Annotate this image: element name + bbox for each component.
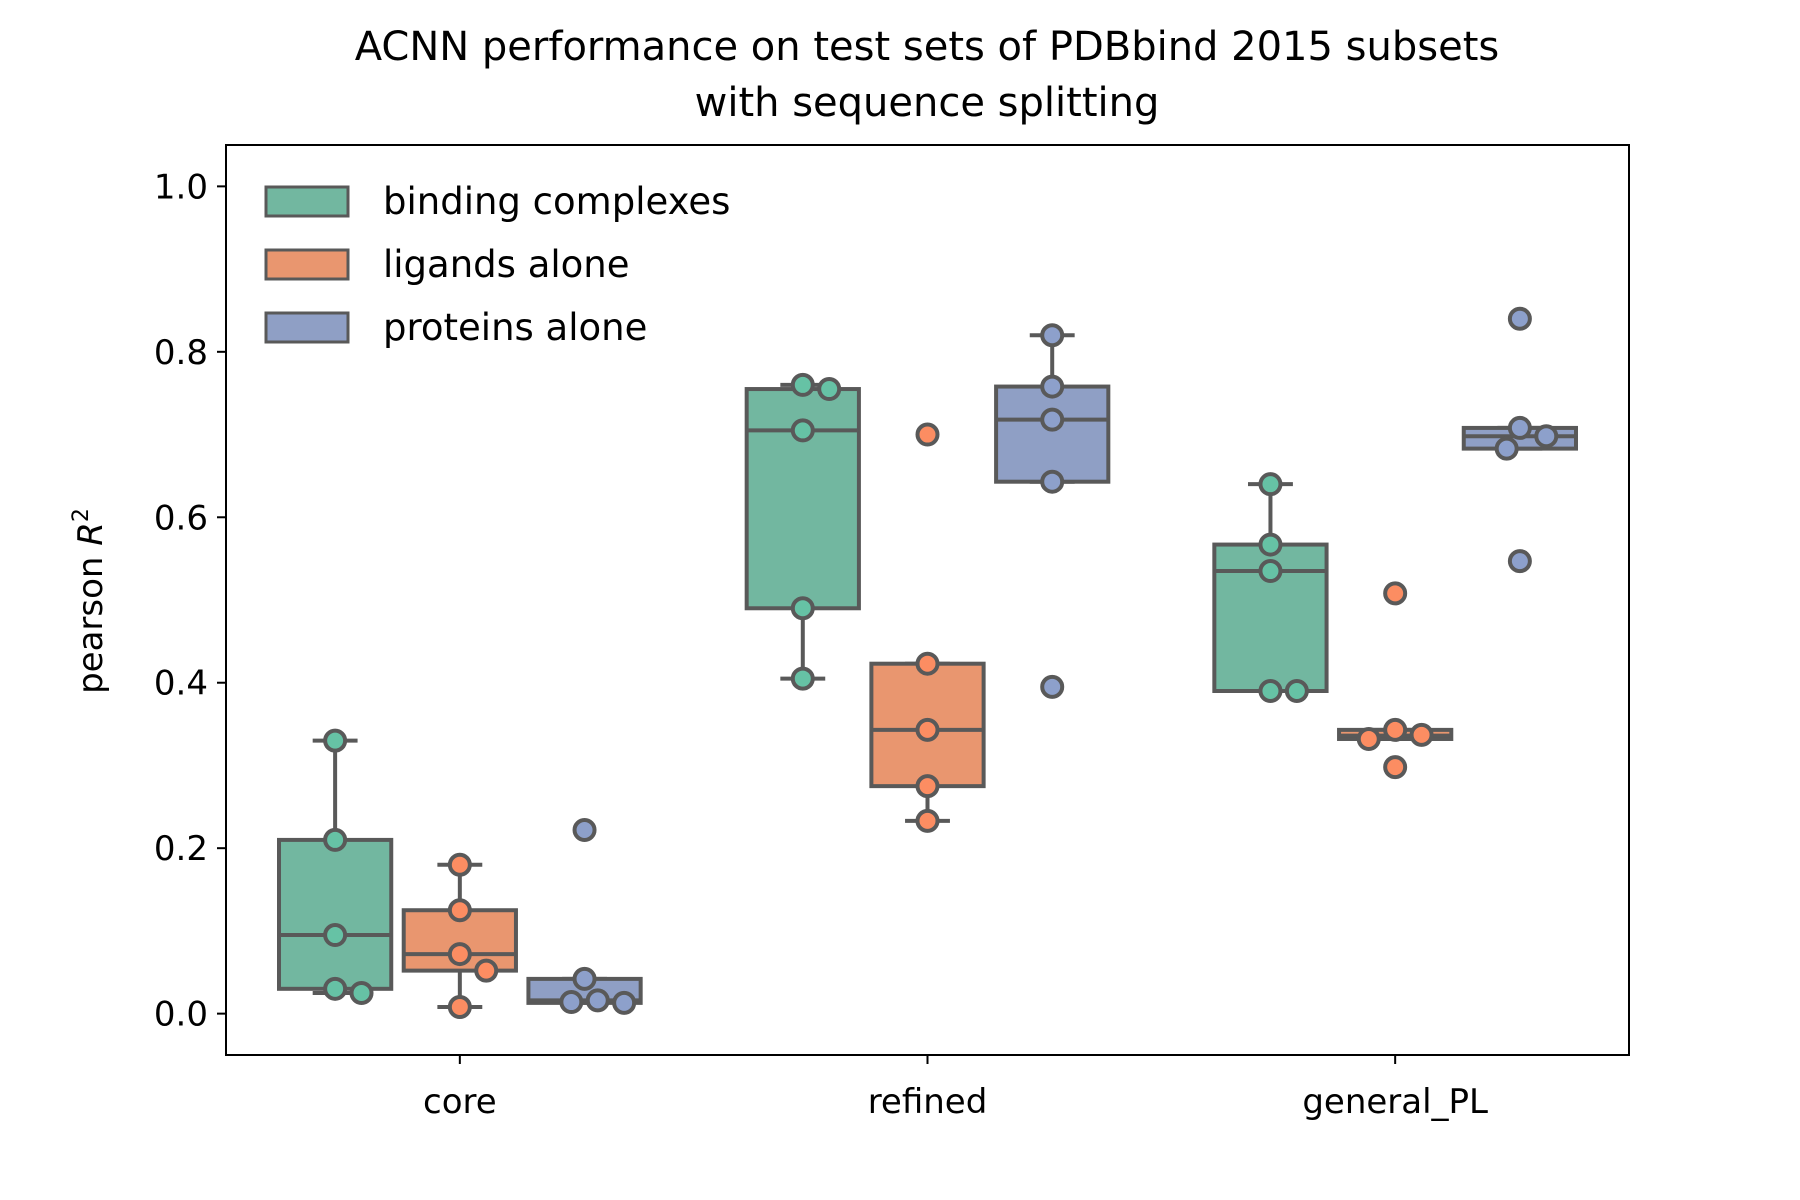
legend-swatch <box>264 185 350 218</box>
box <box>277 837 394 991</box>
data-point <box>559 990 584 1015</box>
data-point <box>1040 674 1065 699</box>
legend: binding complexes ligands alone proteins a… <box>264 180 730 349</box>
data-point <box>1534 424 1559 449</box>
data-point <box>585 988 610 1013</box>
data-point <box>1284 679 1309 703</box>
legend-label: proteins alone <box>383 306 647 349</box>
y-tick-label: 1.0 <box>154 167 208 207</box>
y-tick-label: 0.8 <box>154 333 208 373</box>
box-group <box>277 738 394 995</box>
data-point <box>1507 306 1532 331</box>
data-point <box>915 774 940 799</box>
y-axis-label-superscript: 2 <box>69 508 94 522</box>
data-point <box>1040 374 1065 399</box>
box-group <box>1212 482 1329 694</box>
data-point <box>915 808 940 833</box>
data-point <box>1258 472 1283 497</box>
y-axis-label: pearson R2 <box>69 508 111 694</box>
data-point <box>1507 549 1532 574</box>
data-point <box>915 651 940 676</box>
data-point <box>1040 407 1065 432</box>
box <box>994 384 1111 484</box>
data-point <box>447 942 472 967</box>
legend-swatch <box>264 311 350 344</box>
box-group <box>401 862 518 1010</box>
y-tick-label: 0.0 <box>154 995 208 1035</box>
y-tick-label: 0.2 <box>154 829 208 869</box>
data-point <box>1040 323 1065 348</box>
data-point <box>474 958 499 983</box>
data-point <box>817 377 842 402</box>
data-point <box>915 717 940 742</box>
data-point <box>349 980 374 1005</box>
legend-label: binding complexes <box>383 180 730 223</box>
data-point <box>323 827 348 852</box>
x-tick-label: refined <box>868 1082 988 1122</box>
data-point <box>1258 532 1283 557</box>
data-point <box>1507 415 1532 440</box>
data-point <box>1494 436 1519 461</box>
data-point <box>1258 679 1283 703</box>
x-axis: core refined general_PL <box>423 1055 1488 1122</box>
y-axis: 0.0 0.2 0.4 0.6 0.8 1.0 <box>154 167 226 1035</box>
y-axis-label-prefix: pearson <box>71 546 111 694</box>
data-point <box>790 372 815 397</box>
data-point <box>323 976 348 1001</box>
data-point <box>447 995 472 1020</box>
data-point <box>790 418 815 443</box>
legend-swatch <box>264 248 350 281</box>
chart-title: ACNN performance on test sets of PDBbind… <box>355 24 1499 70</box>
data-point <box>1383 717 1408 742</box>
data-point <box>1040 469 1065 494</box>
data-point <box>447 852 472 877</box>
data-point <box>1356 726 1381 751</box>
plot-area <box>277 306 1578 1020</box>
x-tick-label: general_PL <box>1302 1082 1488 1122</box>
data-point <box>572 817 597 842</box>
data-point <box>612 990 637 1015</box>
data-point <box>915 422 940 447</box>
data-point <box>1258 559 1283 584</box>
data-point <box>1409 722 1434 747</box>
data-point <box>1383 581 1408 606</box>
x-tick-label: core <box>423 1082 497 1122</box>
data-point <box>447 898 472 923</box>
data-point <box>323 728 348 753</box>
y-tick-label: 0.6 <box>154 498 208 538</box>
chart-subtitle: with sequence splitting <box>695 80 1160 126</box>
data-point <box>790 596 815 621</box>
legend-label: ligands alone <box>383 243 630 286</box>
y-axis-label-variable: R <box>71 522 111 546</box>
data-point <box>572 966 597 991</box>
data-point <box>1383 755 1408 780</box>
data-point <box>790 666 815 691</box>
y-tick-label: 0.4 <box>154 664 208 704</box>
data-point <box>323 923 348 948</box>
